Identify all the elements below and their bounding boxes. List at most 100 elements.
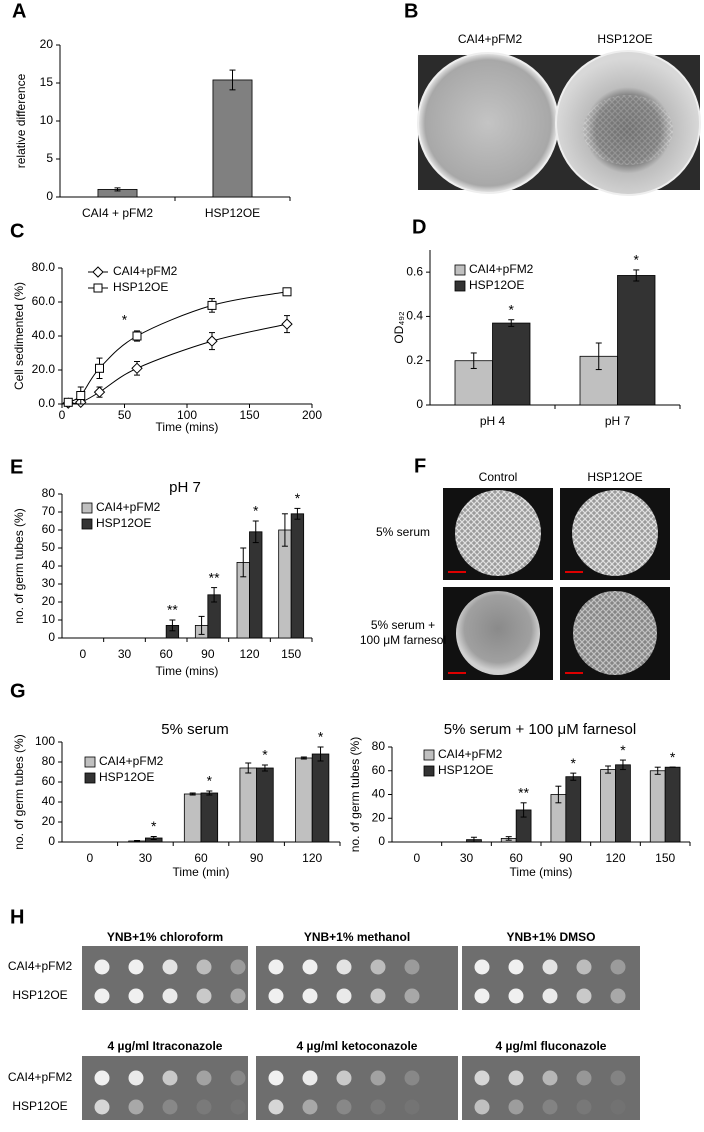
significance-label: * bbox=[295, 490, 301, 506]
strain-label: CAI4+pFM2 bbox=[8, 959, 73, 973]
bar bbox=[290, 513, 305, 639]
colony-spot bbox=[610, 1070, 626, 1086]
x-tick-label: 120 bbox=[302, 851, 322, 865]
y-tick-label: 30 bbox=[42, 576, 56, 590]
y-axis-label: no. of germ tubes (%) bbox=[348, 737, 362, 852]
colony-spot bbox=[230, 1070, 246, 1086]
colony-spot bbox=[268, 1099, 284, 1115]
row-label: 5% serum +100 μM farnesol bbox=[360, 618, 446, 647]
plate bbox=[256, 1056, 458, 1120]
y-tick-label: 40 bbox=[42, 558, 56, 572]
strain-label: HSP12OE bbox=[12, 988, 67, 1002]
colony-spot bbox=[230, 1099, 246, 1115]
y-tick-label: 10 bbox=[42, 612, 56, 626]
colony-spot bbox=[94, 959, 110, 975]
colony-spot bbox=[576, 988, 592, 1004]
x-tick-label: CAI4 + pFM2 bbox=[82, 206, 153, 220]
legend-marker bbox=[93, 283, 103, 293]
significance-label: * bbox=[571, 755, 577, 771]
bar bbox=[295, 757, 313, 843]
x-tick-label: 60 bbox=[194, 851, 208, 865]
panel-letter: C bbox=[10, 220, 24, 242]
chart-title: 5% serum bbox=[161, 721, 229, 738]
bar bbox=[239, 767, 257, 843]
y-axis-label: Cell sedimented (%) bbox=[12, 282, 26, 390]
panel-letter: D bbox=[412, 216, 426, 238]
x-tick-label: 120 bbox=[239, 647, 259, 661]
y-tick-label: 80 bbox=[372, 739, 386, 753]
colony-spot bbox=[370, 1070, 386, 1086]
y-tick-label: 20 bbox=[42, 814, 56, 828]
plate-title: YNB+1% DMSO bbox=[506, 930, 595, 944]
colony-spot bbox=[128, 988, 144, 1004]
y-tick-label: 15 bbox=[40, 75, 54, 89]
photo-label: CAI4+pFM2 bbox=[458, 32, 523, 46]
significance-label: * bbox=[253, 503, 259, 519]
colony-spot bbox=[404, 1099, 420, 1115]
photo-f bbox=[443, 488, 670, 680]
y-axis-label: relative difference bbox=[14, 73, 28, 168]
bar bbox=[649, 770, 666, 843]
y-axis-label: OD₄₉₂ bbox=[392, 311, 406, 344]
legend-swatch bbox=[423, 749, 435, 761]
panel-letter: H bbox=[10, 906, 24, 928]
plate-title: 4 µg/ml fluconazole bbox=[496, 1039, 607, 1053]
colony-spot bbox=[230, 959, 246, 975]
colony-spot bbox=[404, 959, 420, 975]
significance-label: * bbox=[509, 301, 515, 317]
y-tick-label: 0 bbox=[48, 834, 55, 848]
photo-label: HSP12OE bbox=[597, 32, 652, 46]
x-tick-label: pH 7 bbox=[605, 414, 631, 428]
colony-spot bbox=[508, 1099, 524, 1115]
colony-spot bbox=[336, 988, 352, 1004]
x-tick-label: 30 bbox=[139, 851, 153, 865]
colony-spot bbox=[610, 988, 626, 1004]
marker bbox=[93, 386, 106, 398]
series-line bbox=[68, 291, 288, 403]
y-tick-label: 20.0 bbox=[32, 362, 56, 376]
colony-spot bbox=[542, 1099, 558, 1115]
colony-spot bbox=[162, 1099, 178, 1115]
colony-spot bbox=[508, 959, 524, 975]
legend-label: HSP12OE bbox=[99, 770, 154, 784]
y-tick-label: 0.0 bbox=[38, 396, 55, 410]
bar bbox=[311, 753, 330, 843]
x-tick-label: 150 bbox=[281, 647, 301, 661]
bar bbox=[617, 275, 656, 406]
marker bbox=[207, 300, 217, 310]
legend-label: CAI4+pFM2 bbox=[438, 747, 503, 761]
y-tick-label: 80 bbox=[42, 754, 56, 768]
panel-letter: A bbox=[12, 0, 26, 22]
colony-spot bbox=[128, 1070, 144, 1086]
annotation: * bbox=[122, 311, 128, 327]
bar bbox=[200, 792, 219, 843]
y-tick-label: 70 bbox=[42, 504, 56, 518]
y-tick-label: 40 bbox=[42, 794, 56, 808]
colony-spot bbox=[302, 1099, 318, 1115]
y-tick-label: 100 bbox=[35, 734, 55, 748]
x-tick-label: 90 bbox=[250, 851, 264, 865]
colony-spot bbox=[94, 988, 110, 1004]
y-tick-label: 60.0 bbox=[32, 294, 56, 308]
y-axis-label: no. of germ tubes (%) bbox=[12, 508, 26, 623]
plate bbox=[462, 1056, 640, 1120]
x-tick-label: 0 bbox=[413, 851, 420, 865]
legend-label: CAI4+pFM2 bbox=[469, 262, 534, 276]
x-tick-label: 120 bbox=[605, 851, 625, 865]
bar bbox=[212, 79, 253, 198]
significance-label: * bbox=[318, 729, 324, 745]
colony-spot bbox=[542, 959, 558, 975]
colony-spot bbox=[128, 959, 144, 975]
bar bbox=[615, 764, 631, 843]
column-label: HSP12OE bbox=[587, 470, 642, 484]
y-tick-label: 60 bbox=[42, 774, 56, 788]
marker bbox=[132, 331, 142, 341]
legend-swatch bbox=[81, 502, 93, 514]
significance-label: ** bbox=[518, 785, 529, 801]
panel-letter: F bbox=[414, 455, 426, 477]
marker bbox=[281, 318, 293, 330]
marker bbox=[282, 287, 292, 297]
bar bbox=[256, 767, 274, 843]
bar bbox=[249, 531, 263, 639]
